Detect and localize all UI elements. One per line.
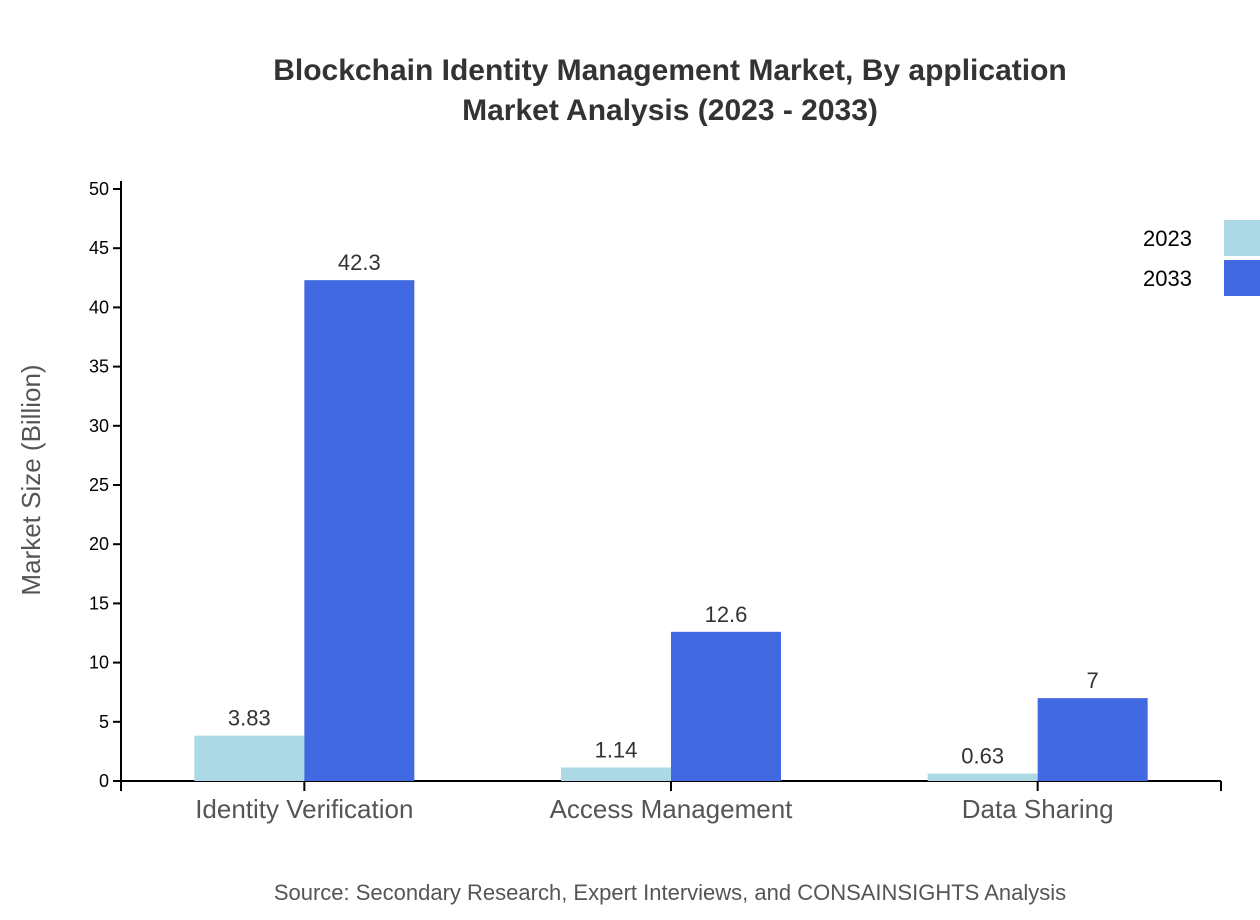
y-tick-label: 10 <box>89 653 109 673</box>
bars: 3.83 42.3 1.14 12.6 0.63 7 <box>194 250 1148 781</box>
y-tick-label: 50 <box>89 179 109 199</box>
bar-2033 <box>304 280 415 781</box>
source-note: Source: Secondary Research, Expert Inter… <box>274 880 1066 905</box>
y-tick-label: 35 <box>89 357 109 377</box>
legend-label: 2023 <box>1143 226 1192 251</box>
data-label: 3.83 <box>228 706 271 731</box>
legend-swatch <box>1224 260 1260 296</box>
data-label: 7 <box>1087 668 1099 693</box>
y-axis-label: Market Size (Billion) <box>16 364 46 595</box>
chart-subtitle: Market Analysis (2023 - 2033) <box>462 94 878 127</box>
y-tick-label: 15 <box>89 593 109 613</box>
legend: 2023 2033 <box>1143 220 1260 296</box>
x-axis: Identity Verification Access Management Da… <box>120 780 1222 824</box>
y-tick-label: 25 <box>89 475 109 495</box>
bar-2023 <box>927 773 1038 781</box>
x-tick-label: Access Management <box>550 794 794 824</box>
data-label: 1.14 <box>595 738 638 763</box>
data-label: 0.63 <box>961 744 1004 769</box>
x-tick-label: Data Sharing <box>962 794 1114 824</box>
data-label: 12.6 <box>705 602 748 627</box>
y-axis: 0 5 10 15 20 25 30 35 40 45 50 <box>89 179 122 791</box>
y-tick-label: 20 <box>89 534 109 554</box>
bar-2023 <box>561 767 671 781</box>
data-label: 42.3 <box>338 250 381 275</box>
y-tick-label: 0 <box>99 771 109 791</box>
x-tick-label: Identity Verification <box>195 794 413 824</box>
chart-title: Blockchain Identity Management Market, B… <box>273 54 1067 87</box>
legend-label: 2033 <box>1143 266 1192 291</box>
y-tick-label: 40 <box>89 297 109 317</box>
legend-swatch <box>1224 220 1260 256</box>
bar-2033 <box>1037 698 1148 781</box>
bar-2023 <box>194 735 305 781</box>
bar-2033 <box>671 631 781 781</box>
y-tick-label: 5 <box>99 712 109 732</box>
y-tick-label: 30 <box>89 416 109 436</box>
y-tick-label: 45 <box>89 238 109 258</box>
